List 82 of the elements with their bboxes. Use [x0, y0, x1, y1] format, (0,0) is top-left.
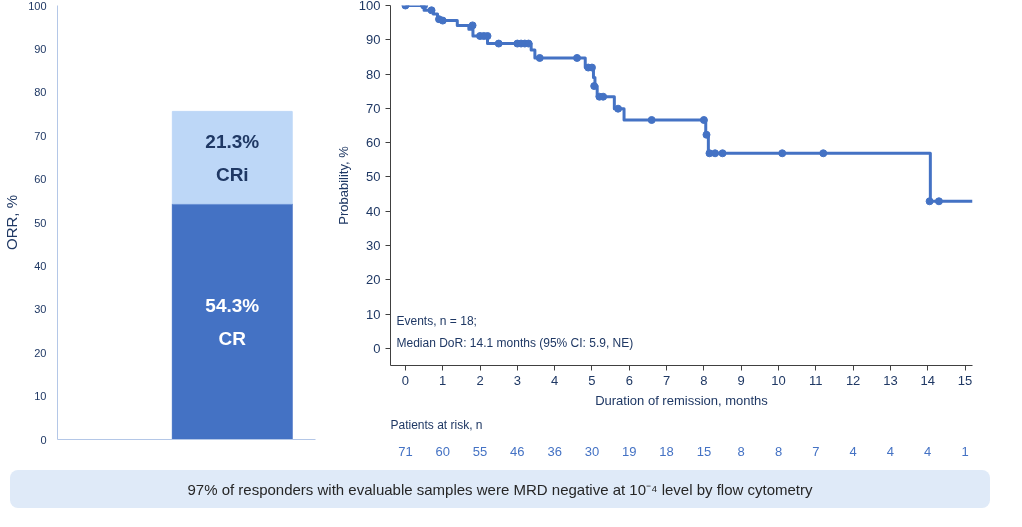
text: 97% of responders with evaluable samples were MRD negative at 10⁻⁴ level by flow cytometry: [187, 480, 813, 500]
text: 60: [435, 443, 450, 459]
x-tick-label: 0: [401, 372, 410, 388]
x-tick-label: 2: [476, 372, 484, 388]
x-tick-label: 12: [845, 372, 861, 388]
point: [925, 197, 934, 206]
text: 4: [849, 443, 857, 459]
series-label: CR: [218, 327, 247, 349]
point: [614, 104, 623, 113]
text: 8: [774, 443, 783, 459]
y-tick-label: 70: [366, 100, 381, 116]
x-tick-label: 10: [771, 372, 786, 388]
y-tick-label: 40: [366, 203, 381, 219]
y-tick-label: 0: [40, 433, 47, 446]
data-label: 54.3%: [205, 294, 260, 316]
point: [468, 21, 477, 30]
text: 4: [924, 443, 932, 459]
y-tick-label: 20: [34, 346, 47, 359]
point: [438, 16, 447, 25]
x-tick-label: 1: [439, 372, 447, 388]
y-tick-label: 50: [366, 169, 381, 185]
text: 8: [737, 443, 745, 459]
point: [494, 39, 503, 48]
y-tick-label: 10: [34, 390, 47, 403]
point: [647, 116, 656, 125]
y-tick-label: 20: [366, 272, 381, 288]
point: [427, 6, 436, 15]
x-tick-label: 4: [551, 372, 559, 388]
point: [778, 149, 787, 158]
x-tick-label: 3: [513, 372, 521, 388]
x-tick-label: 8: [700, 372, 708, 388]
text: 19: [622, 443, 637, 459]
y-axis-title: Probability, %: [335, 145, 351, 225]
text: 30: [584, 443, 600, 459]
x-tick-label: 6: [625, 372, 633, 388]
x-tick-label: 13: [883, 372, 898, 388]
x-tick-label: 5: [588, 372, 596, 388]
point: [934, 197, 943, 206]
y-tick-label: 100: [28, 0, 47, 12]
point: [711, 149, 720, 158]
text: 36: [547, 443, 562, 459]
y-tick-label: 10: [366, 306, 381, 322]
y-tick-label: 80: [366, 66, 381, 82]
data-label: 21.3%: [205, 130, 260, 152]
annotation: Events, n = 18;: [396, 313, 477, 328]
y-tick-label: 100: [358, 0, 381, 13]
annotation: Median DoR: 14.1 months (95% CI: 5.9, NE): [396, 335, 634, 350]
point: [573, 53, 582, 62]
x-tick-label: 11: [809, 372, 823, 388]
x-tick-label: 9: [737, 372, 745, 388]
text: 7: [812, 443, 820, 459]
y-tick-label: 90: [34, 42, 47, 55]
x-tick-label: 7: [662, 372, 671, 388]
point: [590, 82, 599, 91]
point: [718, 149, 727, 158]
series-label: CRi: [215, 163, 249, 185]
y-tick-label: 30: [366, 238, 381, 253]
y-axis-title: ORR, %: [3, 194, 21, 250]
text: 46: [510, 443, 525, 459]
point: [699, 116, 708, 125]
text: 15: [696, 443, 712, 459]
text: 4: [886, 443, 895, 459]
x-axis-title: Duration of remission, months: [595, 392, 769, 408]
y-tick-label: 70: [34, 129, 47, 142]
x-tick-label: 15: [957, 372, 973, 388]
y-tick-label: 60: [34, 173, 47, 186]
point: [702, 130, 711, 139]
text: 71: [398, 443, 413, 459]
y-tick-label: 30: [34, 303, 47, 316]
text: Patients at risk, n: [390, 417, 483, 432]
y-tick-label: 50: [34, 216, 47, 229]
y-tick-label: 0: [373, 340, 381, 356]
y-tick-label: 60: [366, 135, 381, 151]
text: 55: [472, 443, 488, 459]
y-tick-label: 80: [34, 86, 47, 99]
text: 18: [659, 443, 674, 459]
point: [535, 53, 544, 62]
point: [819, 149, 828, 158]
y-tick-label: 40: [34, 259, 47, 272]
y-tick-label: 90: [366, 32, 381, 48]
x-tick-label: 14: [920, 372, 935, 388]
text: 1: [961, 443, 969, 459]
